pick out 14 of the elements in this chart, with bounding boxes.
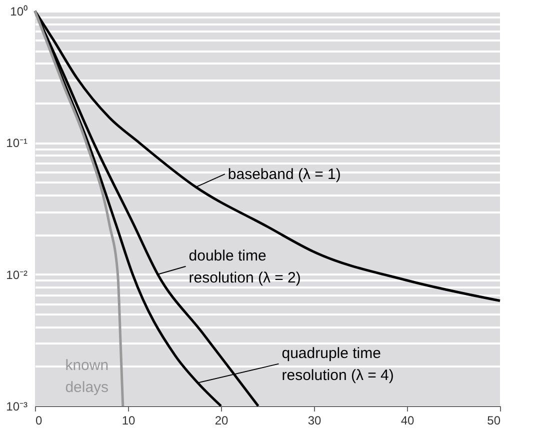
annotation: baseband (λ = 1)	[228, 166, 341, 184]
y-tick-label: 10⁻¹	[6, 136, 28, 150]
x-tick-label: 50	[487, 414, 501, 428]
x-tick-label: 40	[400, 414, 414, 428]
annotation: quadruple time resolution (λ = 4)	[282, 344, 394, 384]
annotation: known delays	[65, 357, 109, 396]
y-tick-label: 10⁻³	[6, 400, 28, 414]
x-tick-label: 10	[122, 414, 136, 428]
x-tick-label: 20	[214, 414, 228, 428]
x-tick-label: 30	[308, 414, 322, 428]
annotation: double time resolution (λ = 2)	[188, 247, 301, 286]
y-tick-label: 10⁻²	[6, 268, 28, 282]
y-tick-label: 10⁰	[10, 4, 28, 18]
x-tick-label: 0	[36, 414, 42, 428]
